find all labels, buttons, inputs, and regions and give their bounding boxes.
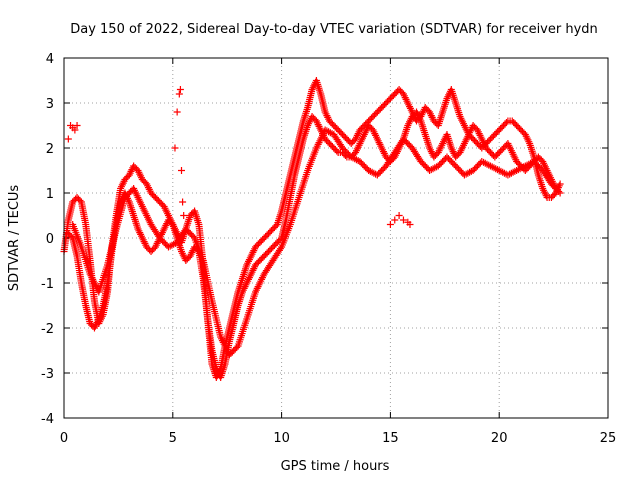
y-tick-label: -3 [41, 367, 54, 382]
data-point-interp [277, 245, 285, 253]
y-tick-label: 2 [46, 142, 54, 157]
y-tick-label: 0 [46, 232, 54, 247]
data-point [386, 221, 394, 228]
data-point-interp [189, 233, 197, 240]
data-point [171, 144, 179, 152]
y-tick-labels: -4 -3 -2 -1 0 1 2 3 4 [41, 52, 54, 427]
data-point [64, 135, 72, 143]
data-point [175, 90, 183, 98]
data-point [176, 86, 184, 93]
x-axis-label: GPS time / hours [281, 459, 390, 474]
data-point [71, 126, 79, 134]
data-point [179, 198, 187, 206]
data-points [60, 77, 564, 381]
x-tick-label: 20 [491, 431, 508, 446]
x-tick-label: 15 [382, 431, 399, 446]
data-point-interp [76, 197, 84, 204]
data-point [406, 221, 414, 228]
y-tick-label: 4 [46, 52, 54, 67]
data-point [73, 122, 81, 129]
data-point [395, 212, 403, 219]
data-point [556, 189, 564, 197]
data-point [399, 216, 407, 224]
data-point [178, 167, 186, 174]
y-axis-label: SDTVAR / TECUs [7, 185, 22, 292]
data-point-interp [555, 188, 563, 195]
x-tick-label: 10 [273, 431, 290, 446]
x-tick-label: 5 [169, 431, 177, 446]
data-point-interp [233, 344, 241, 351]
data-point-interp [333, 147, 341, 155]
data-point [391, 216, 399, 224]
data-point [556, 180, 564, 188]
chart-title: Day 150 of 2022, Sidereal Day-to-day VTE… [70, 22, 598, 37]
x-tick-label: 0 [60, 431, 68, 446]
plot-frame [63, 57, 609, 419]
y-tick-label: 1 [46, 187, 54, 202]
y-tick-label: -4 [41, 412, 54, 427]
data-point-interp [502, 119, 510, 126]
y-tick-label: -1 [41, 277, 54, 292]
y-tick-label: -2 [41, 322, 54, 337]
x-tick-label: 25 [600, 431, 617, 446]
y-tick-label: 3 [46, 97, 54, 112]
data-point [173, 108, 181, 116]
x-tick-labels: 0 5 10 15 20 25 [60, 431, 616, 446]
data-point [180, 212, 188, 219]
